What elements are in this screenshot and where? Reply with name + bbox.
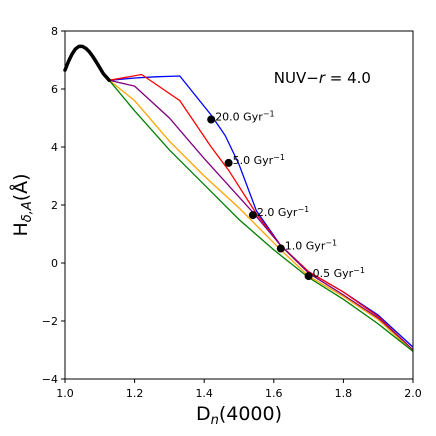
- marker-label-2: 5.0 Gyr−1: [233, 153, 285, 167]
- plot-lines: [63, 44, 414, 352]
- ticks-layer: 1.0 1.2 1.4 1.6 1.8 2.0 −4 −2 0 2 4 6 8: [42, 25, 422, 400]
- y-axis-label-sub: δ,A: [20, 201, 35, 222]
- annotation-text: NUV−r = 4.0: [274, 69, 371, 87]
- marker-label-1: 20.0 Gyr−1: [215, 110, 274, 124]
- marker-point-3: [248, 211, 257, 220]
- marker-point-2: [224, 158, 233, 167]
- y-axis-label-main: H: [10, 222, 32, 236]
- x-tick-label-2: 1.2: [126, 387, 144, 400]
- x-axis-label-tail: (4000): [219, 403, 282, 425]
- x-axis-label: Dn(4000): [196, 403, 282, 428]
- y-tick-label-7: 8: [51, 25, 58, 38]
- annotation-var: r: [319, 69, 326, 87]
- y-tick-label-6: 6: [51, 83, 58, 96]
- x-tick-label-6: 2.0: [404, 387, 422, 400]
- annotation-prefix: NUV−: [274, 69, 319, 87]
- series-line-4: [108, 79, 414, 352]
- x-axis-label-sub: n: [211, 413, 219, 428]
- y-tick-label-5: 4: [51, 141, 58, 154]
- marker-point-5: [304, 272, 313, 281]
- x-tick-label-3: 1.4: [195, 387, 213, 400]
- x-tick-label-5: 1.8: [335, 387, 353, 400]
- series-line-3: [109, 79, 414, 351]
- x-axis-label-main: D: [196, 403, 211, 425]
- y-tick-label-2: −2: [42, 315, 58, 328]
- marker-point-1: [207, 115, 216, 124]
- marker-label-4: 1.0 Gyr−1: [285, 239, 337, 253]
- y-tick-label-3: 0: [51, 257, 58, 270]
- marker-label-5: 0.5 Gyr−1: [313, 266, 365, 280]
- x-tick-label-1: 1.0: [56, 387, 74, 400]
- base-track-line: [63, 44, 111, 83]
- markers-layer: 20.0 Gyr−1 5.0 Gyr−1 2.0 Gyr−1 1.0 Gyr−1 0.5…: [207, 110, 365, 281]
- y-tick-label-1: −4: [42, 373, 58, 386]
- series-line-5: [108, 79, 414, 352]
- marker-label-3: 2.0 Gyr−1: [257, 205, 309, 219]
- y-axis-label: Hδ,A(Å): [9, 173, 35, 236]
- marker-point-4: [276, 244, 285, 253]
- x-tick-label-4: 1.6: [265, 387, 283, 400]
- y-tick-label-4: 2: [51, 199, 58, 212]
- y-axis-label-tail: (Å): [9, 173, 32, 201]
- annotation-suffix: = 4.0: [325, 69, 371, 87]
